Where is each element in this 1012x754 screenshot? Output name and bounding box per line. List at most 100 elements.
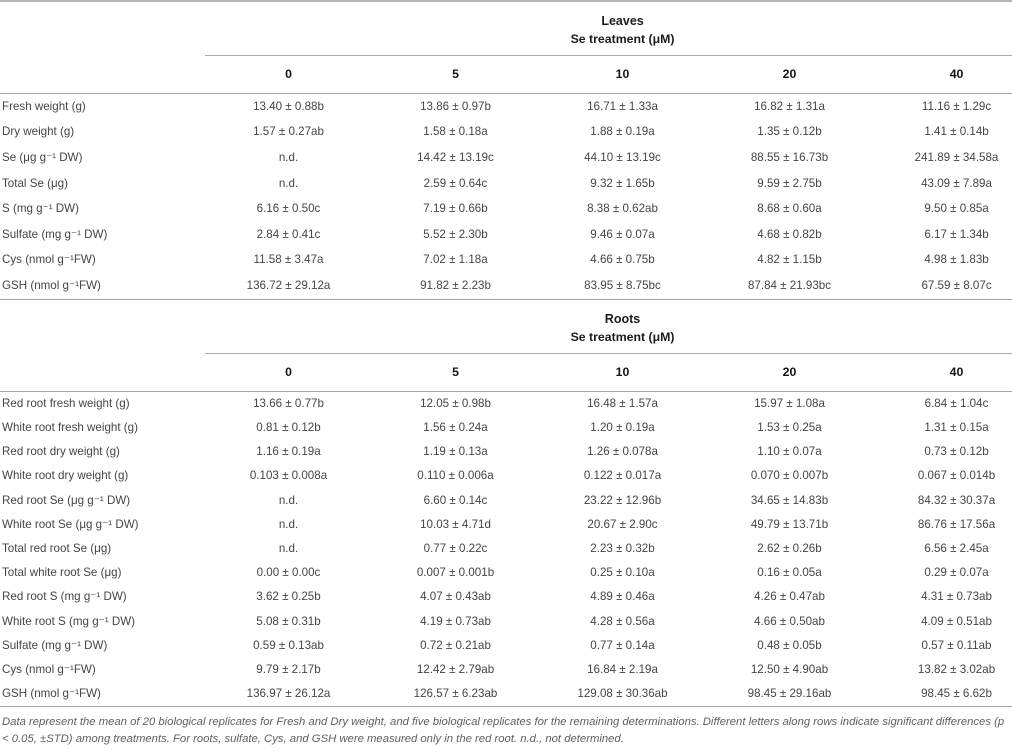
value-cell: 241.89 ± 34.58a: [914, 150, 999, 164]
value-cell: 12.05 ± 0.98b: [420, 396, 491, 410]
table-row: Cys (nmol g⁻¹FW) 11.58 ± 3.47a 7.02 ± 1.18…: [0, 248, 1012, 274]
value-cell: 0.48 ± 0.05b: [757, 638, 822, 652]
value-cell: 4.31 ± 0.73ab: [921, 590, 992, 604]
value-cell: 6.84 ± 1.04c: [924, 396, 989, 410]
value-cell: 16.84 ± 2.19a: [587, 662, 658, 676]
value-cell: 4.82 ± 1.15b: [757, 253, 822, 267]
value-cell: 7.02 ± 1.18a: [423, 253, 488, 267]
value-cell: 0.29 ± 0.07a: [924, 566, 989, 580]
value-cell: 0.103 ± 0.008a: [249, 469, 328, 483]
value-cell: 98.45 ± 6.62b: [873, 682, 1012, 708]
table-row: White root dry weight (g) 0.103 ± 0.008a 0…: [0, 464, 1012, 488]
column-header-40: 40: [873, 353, 1012, 392]
value-cell: 0.25 ± 0.10a: [590, 566, 655, 580]
table-row: Total white root Se (μg) 0.00 ± 0.00c 0.00…: [0, 561, 1012, 585]
table-row: White root fresh weight (g) 0.81 ± 0.12b 1…: [0, 416, 1012, 440]
roots-table: Roots Se treatment (μM) 0 5 10 20 40 Red…: [0, 300, 1012, 708]
value-cell: 2.84 ± 0.41c: [256, 227, 321, 241]
table-row: S (mg g⁻¹ DW) 6.16 ± 0.50c 7.19 ± 0.66b 8.3…: [0, 196, 1012, 222]
leaves-column-headers: 0 5 10 20 40: [0, 55, 1012, 94]
value-cell: 12.50 ± 4.90ab: [750, 662, 829, 676]
value-cell: 1.41 ± 0.14b: [924, 125, 989, 139]
value-cell: 11.58 ± 3.47a: [253, 253, 324, 267]
row-label: White root Se (μg g⁻¹ DW): [2, 517, 139, 531]
value-cell: n.d.: [278, 493, 299, 507]
table-row: White root S (mg g⁻¹ DW) 5.08 ± 0.31b 4.19…: [0, 609, 1012, 633]
value-cell: 6.16 ± 0.50c: [256, 202, 321, 216]
value-cell: 83.95 ± 8.75bc: [539, 273, 706, 300]
column-header-0: 0: [205, 353, 372, 392]
column-header-0: 0: [205, 55, 372, 94]
spacer-cell: [0, 30, 205, 56]
value-cell: 13.86 ± 0.97b: [420, 99, 491, 113]
value-cell: 0.16 ± 0.05a: [757, 566, 822, 580]
value-cell: 1.88 ± 0.19a: [590, 125, 655, 139]
value-cell: 23.22 ± 12.96b: [583, 493, 662, 507]
value-cell: 6.56 ± 2.45a: [924, 541, 989, 555]
value-cell: 0.77 ± 0.14a: [590, 638, 655, 652]
value-cell: 4.09 ± 0.51ab: [921, 614, 992, 628]
value-cell: 1.53 ± 0.25a: [757, 421, 822, 435]
value-cell: 13.82 ± 3.02ab: [917, 662, 996, 676]
column-header-20: 20: [706, 353, 873, 392]
table-row: Se (μg g⁻¹ DW) n.d. 14.42 ± 13.19c 44.10 ± …: [0, 145, 1012, 171]
spacer-cell: [0, 2, 205, 30]
table-row: Sulfate (mg g⁻¹ DW) 0.59 ± 0.13ab 0.72 ± 0…: [0, 634, 1012, 658]
value-cell: 15.97 ± 1.08a: [754, 396, 825, 410]
row-label: Red root S (mg g⁻¹ DW): [2, 590, 127, 604]
value-cell: 136.72 ± 29.12a: [205, 273, 372, 300]
table-row: GSH (nmol g⁻¹FW) 136.72 ± 29.12a 91.82 ± 2…: [0, 273, 1012, 300]
row-label: Total red root Se (μg): [2, 541, 112, 555]
spacer-cell: [0, 300, 205, 328]
table-row: Red root Se (μg g⁻¹ DW) n.d. 6.60 ± 0.14c 2…: [0, 489, 1012, 513]
value-cell: 6.60 ± 0.14c: [423, 493, 488, 507]
value-cell: 11.16 ± 1.29c: [921, 99, 992, 113]
value-cell: 0.070 ± 0.007b: [750, 469, 829, 483]
spacer-cell: [0, 55, 205, 94]
value-cell: 2.23 ± 0.32b: [590, 541, 655, 555]
row-label: Sulfate (mg g⁻¹ DW): [2, 227, 108, 241]
spacer-cell: [0, 353, 205, 392]
row-label: GSH (nmol g⁻¹FW): [0, 682, 205, 708]
value-cell: 1.35 ± 0.12b: [757, 125, 822, 139]
value-cell: 4.98 ± 1.83b: [924, 253, 989, 267]
value-cell: 1.31 ± 0.15a: [924, 421, 989, 435]
column-header-10: 10: [539, 55, 706, 94]
leaves-table-body: Fresh weight (g) 13.40 ± 0.88b 13.86 ± 0.9…: [0, 94, 1012, 300]
row-label: White root S (mg g⁻¹ DW): [2, 614, 136, 628]
table-row: White root Se (μg g⁻¹ DW) n.d. 10.03 ± 4.7…: [0, 513, 1012, 537]
value-cell: 10.03 ± 4.71d: [420, 517, 491, 531]
value-cell: 4.07 ± 0.43ab: [420, 590, 491, 604]
value-cell: 9.46 ± 0.07a: [590, 227, 655, 241]
value-cell: 4.89 ± 0.46a: [590, 590, 655, 604]
roots-title: Roots: [604, 311, 641, 326]
value-cell: 1.57 ± 0.27ab: [253, 125, 324, 139]
roots-column-headers: 0 5 10 20 40: [0, 353, 1012, 392]
value-cell: 0.57 ± 0.11ab: [921, 638, 992, 652]
value-cell: 49.79 ± 13.71b: [750, 517, 829, 531]
value-cell: 9.79 ± 2.17b: [256, 662, 321, 676]
roots-subtitle: Se treatment (μM): [205, 327, 1012, 354]
table-row: Sulfate (mg g⁻¹ DW) 2.84 ± 0.41c 5.52 ± 2.…: [0, 222, 1012, 248]
value-cell: 9.32 ± 1.65b: [590, 176, 655, 190]
value-cell: 14.42 ± 13.19c: [417, 150, 494, 164]
value-cell: 0.067 ± 0.014b: [917, 469, 996, 483]
column-header-20: 20: [706, 55, 873, 94]
value-cell: 8.68 ± 0.60a: [757, 202, 822, 216]
row-label: Sulfate (mg g⁻¹ DW): [2, 638, 108, 652]
value-cell: 4.66 ± 0.50ab: [754, 614, 825, 628]
value-cell: n.d.: [278, 517, 299, 531]
value-cell: 1.10 ± 0.07a: [757, 445, 822, 459]
value-cell: 0.59 ± 0.13ab: [253, 638, 324, 652]
value-cell: 91.82 ± 2.23b: [372, 273, 539, 300]
leaves-subtitle: Se treatment (μM): [205, 30, 1012, 56]
value-cell: 16.71 ± 1.33a: [587, 99, 658, 113]
value-cell: 0.110 ± 0.006a: [417, 469, 494, 483]
value-cell: 129.08 ± 30.36ab: [539, 682, 706, 708]
value-cell: 0.81 ± 0.12b: [256, 421, 321, 435]
value-cell: 5.08 ± 0.31b: [256, 614, 321, 628]
row-label: Total Se (μg): [2, 176, 68, 190]
value-cell: 34.65 ± 14.83b: [750, 493, 829, 507]
table-footnote: Data represent the mean of 20 biological…: [2, 716, 1005, 746]
